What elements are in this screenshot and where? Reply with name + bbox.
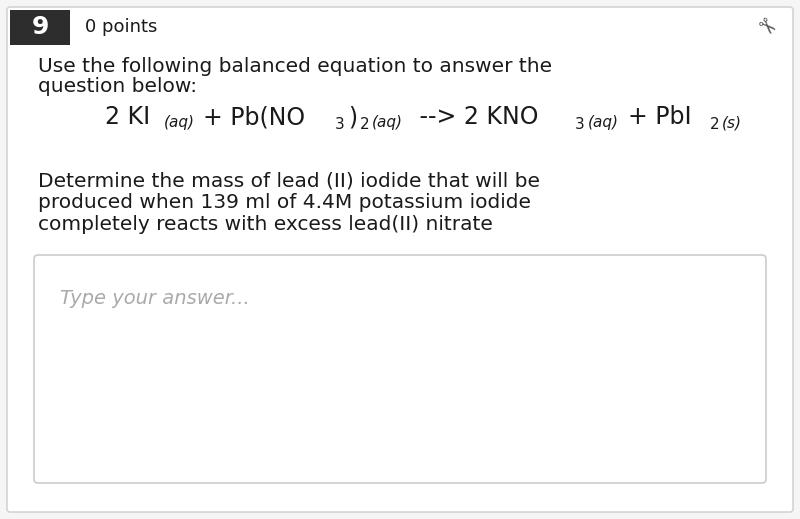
- Text: Determine the mass of lead (II) iodide that will be: Determine the mass of lead (II) iodide t…: [38, 171, 540, 190]
- Text: (aq): (aq): [372, 115, 403, 130]
- Text: + PbI: + PbI: [628, 105, 691, 129]
- Text: (s): (s): [722, 115, 742, 130]
- Text: + Pb(NO: + Pb(NO: [203, 105, 306, 129]
- FancyBboxPatch shape: [34, 255, 766, 483]
- FancyBboxPatch shape: [7, 7, 793, 512]
- Text: (aq): (aq): [163, 115, 194, 130]
- Text: produced when 139 ml of 4.4M potassium iodide: produced when 139 ml of 4.4M potassium i…: [38, 194, 531, 212]
- Text: 3: 3: [575, 117, 585, 132]
- Text: ): ): [348, 105, 357, 129]
- Text: Use the following balanced equation to answer the: Use the following balanced equation to a…: [38, 57, 552, 75]
- Text: (aq): (aq): [588, 115, 618, 130]
- Text: 0 points: 0 points: [85, 19, 158, 36]
- Text: 9: 9: [31, 16, 49, 39]
- Text: ✂: ✂: [751, 14, 778, 41]
- Text: completely reacts with excess lead(II) nitrate: completely reacts with excess lead(II) n…: [38, 215, 493, 235]
- Text: --> 2 KNO: --> 2 KNO: [412, 105, 538, 129]
- Text: 3: 3: [335, 117, 345, 132]
- Text: 2 KI: 2 KI: [105, 105, 150, 129]
- Text: Type your answer...: Type your answer...: [60, 290, 250, 308]
- Text: 2: 2: [710, 117, 719, 132]
- Text: question below:: question below:: [38, 76, 197, 95]
- FancyBboxPatch shape: [10, 10, 70, 45]
- Text: 2: 2: [359, 117, 369, 132]
